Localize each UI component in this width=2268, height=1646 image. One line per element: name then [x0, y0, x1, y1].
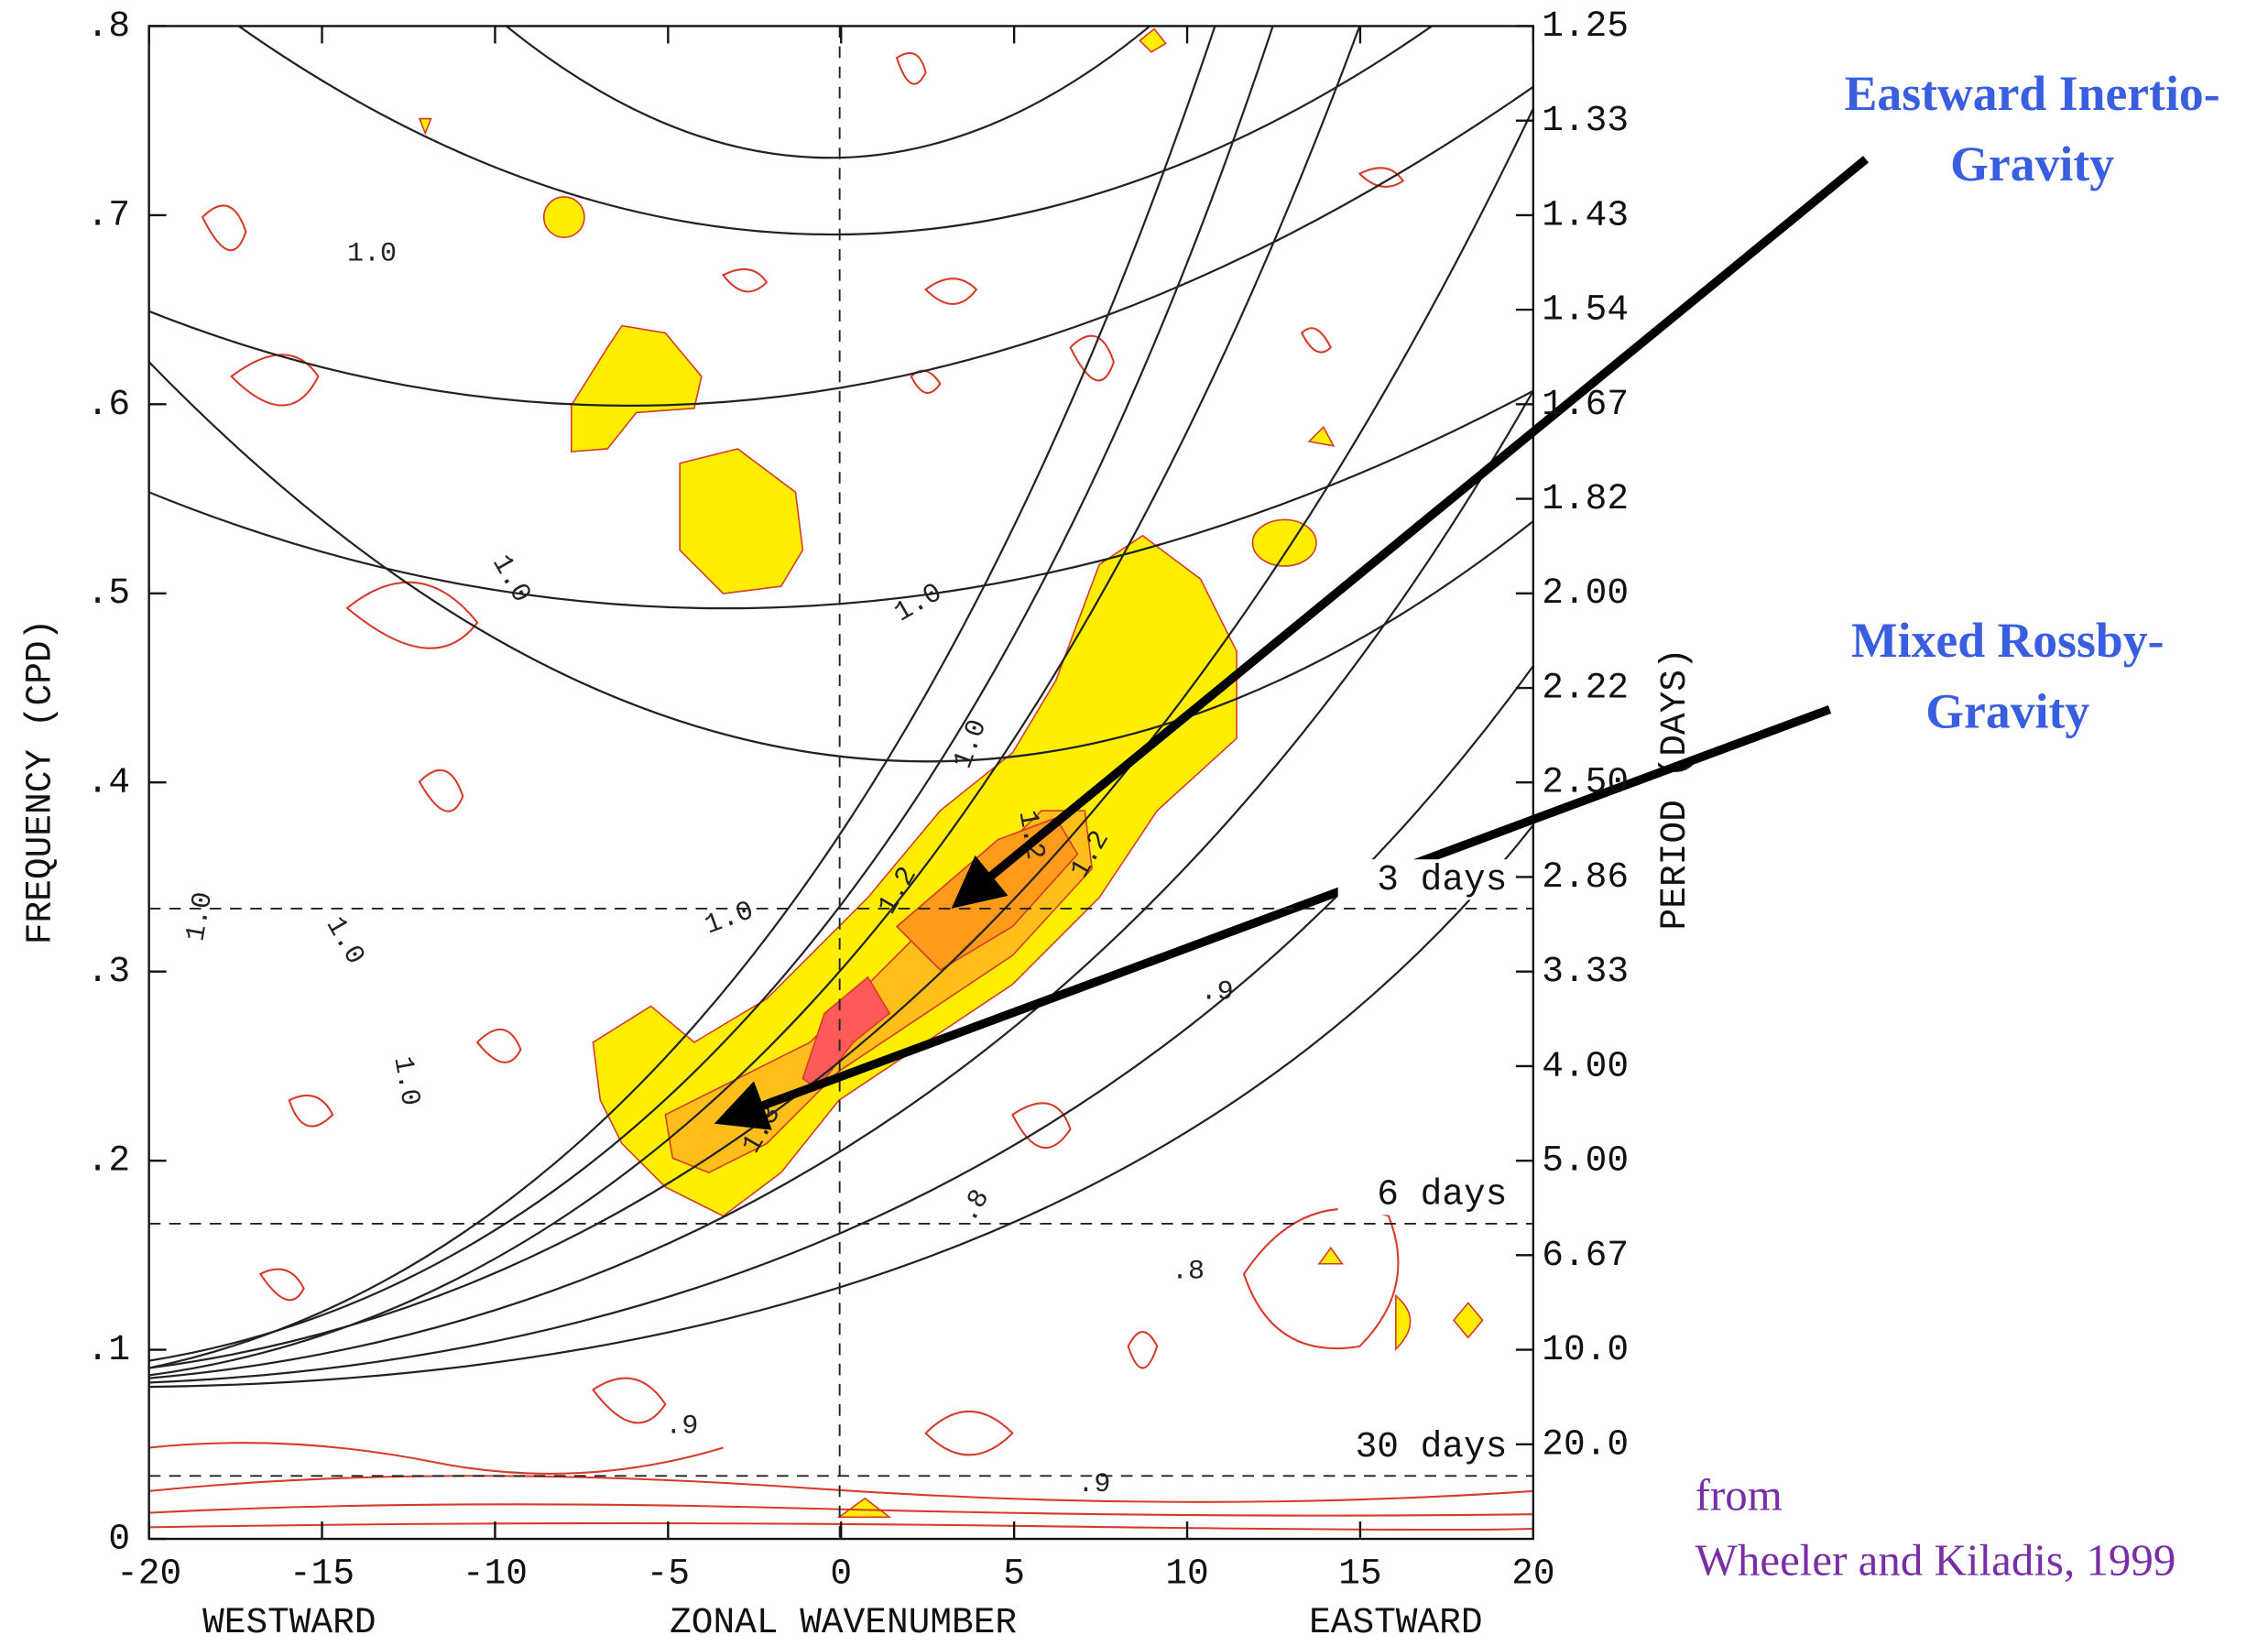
y-axis-label: FREQUENCY (CPD) [20, 619, 61, 945]
y2-tick-label: 3.33 [1542, 951, 1629, 992]
x-axis-label: ZONAL WAVENUMBER [670, 1602, 1017, 1643]
contour-label: 1.0 [180, 889, 220, 943]
y2-tick-label: 1.82 [1542, 478, 1629, 519]
contour-lines [148, 52, 1533, 1532]
contour-label: .8 [954, 1184, 997, 1228]
y-tick-label: 0 [108, 1518, 130, 1559]
y2-tick-label: 2.00 [1542, 572, 1629, 614]
contour-labels: 1.0 1.0 1.0 1.0 1.0 1.0 1.0 1.0 1.2 1.2 … [180, 238, 1233, 1499]
contour-label: 1.0 [347, 238, 397, 269]
x-tick-label: 15 [1338, 1553, 1381, 1594]
y-tick-label: .5 [87, 572, 130, 614]
arrow [714, 704, 1832, 1130]
y-tick-label: .7 [87, 194, 130, 235]
contour-label: .9 [1201, 977, 1234, 1008]
dispersion-curves [147, 25, 1534, 1540]
y2-tick-label: 10.0 [1542, 1329, 1629, 1370]
y2-tick-label: 1.54 [1542, 289, 1629, 331]
y-tick-label: .3 [87, 951, 130, 992]
period-label-bg [1337, 1426, 1512, 1467]
y-tick-label: .4 [87, 762, 130, 803]
y2-tick-label: 1.25 [1542, 5, 1629, 47]
y2-tick-label: 6.67 [1542, 1235, 1629, 1276]
spectral-shading [418, 27, 1484, 1519]
annotation: Gravity [1950, 136, 2114, 191]
contour-label: 1.0 [485, 550, 536, 608]
x-tick-label: -20 [116, 1553, 181, 1594]
y2-tick-label: 1.67 [1542, 384, 1629, 425]
annotation: Gravity [1925, 684, 2089, 739]
x-tick-label: -15 [289, 1553, 354, 1594]
contour-label: 1.0 [319, 912, 370, 971]
period-label: 3 days [1377, 859, 1507, 900]
x-tick-label: 5 [1003, 1553, 1025, 1594]
y2-tick-label: 5.00 [1542, 1140, 1629, 1182]
y2-tick-label: 2.50 [1542, 762, 1629, 803]
source: from [1696, 1469, 1783, 1520]
y-tick-label: .6 [87, 384, 130, 425]
y2-tick-label: 1.43 [1542, 194, 1629, 235]
annotation: Mixed Rossby- [1851, 613, 2164, 668]
x-tick-label: 10 [1165, 1553, 1208, 1594]
y2-tick-label: 4.00 [1542, 1045, 1629, 1086]
arrow [951, 156, 1870, 909]
period-label: 6 days [1377, 1174, 1507, 1215]
contour-label: .9 [665, 1412, 698, 1443]
x-tick-label: -5 [647, 1553, 690, 1594]
contour-label: 1.0 [948, 715, 994, 772]
y2-tick-label: 20.0 [1542, 1423, 1629, 1465]
contour-label: .8 [1172, 1257, 1205, 1288]
x-axis-label-right: EASTWARD [1309, 1602, 1482, 1643]
y-tick-label: .8 [87, 5, 130, 47]
contour-label: 1.0 [889, 578, 948, 629]
contour-label: 1.0 [386, 1054, 425, 1108]
x-axis-label-left: WESTWARD [202, 1602, 376, 1643]
source: Wheeler and Kiladis, 1999 [1696, 1535, 2176, 1586]
x-tick-label: 0 [830, 1553, 852, 1594]
x-tick-label: 20 [1511, 1553, 1554, 1594]
x-tick-label: -10 [463, 1553, 528, 1594]
y2-tick-label: 2.86 [1542, 856, 1629, 898]
y-tick-label: .2 [87, 1140, 130, 1182]
contour-label: .9 [1077, 1469, 1110, 1500]
y-tick-label: .1 [87, 1329, 130, 1370]
y2-tick-label: 2.22 [1542, 667, 1629, 708]
period-label-bg [1337, 1174, 1512, 1215]
contour-label: 1.0 [701, 896, 758, 942]
y2-axis-label: PERIOD (DAYS) [1654, 648, 1696, 930]
annotation: Eastward Inertio- [1845, 66, 2220, 121]
period-label-bg [1337, 859, 1512, 900]
y2-tick-label: 1.33 [1542, 100, 1629, 141]
period-label: 30 days [1356, 1426, 1508, 1467]
